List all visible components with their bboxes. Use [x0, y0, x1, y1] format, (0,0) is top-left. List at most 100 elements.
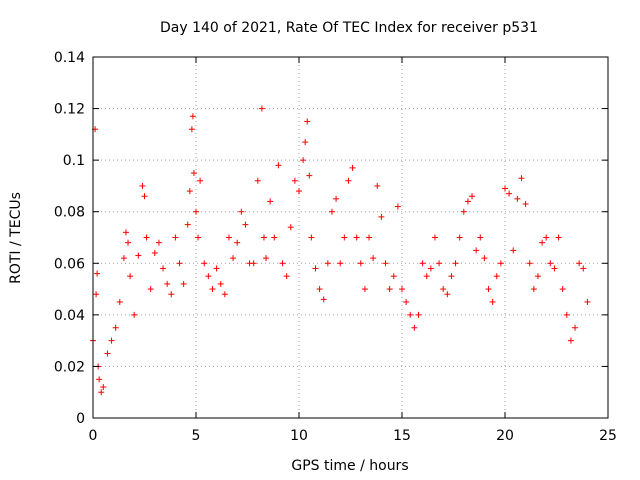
- data-point: [477, 234, 484, 241]
- data-point: [510, 247, 517, 254]
- data-point: [221, 291, 228, 298]
- data-point: [300, 157, 307, 164]
- data-point: [436, 260, 443, 267]
- y-tick-label: 0.02: [54, 359, 85, 375]
- data-point: [394, 203, 401, 210]
- data-point: [312, 265, 319, 272]
- axis-ticks: [92, 56, 609, 419]
- data-point: [485, 286, 492, 293]
- data-point: [291, 177, 298, 184]
- chart-title: Day 140 of 2021, Rate Of TEC Index for r…: [160, 20, 538, 36]
- data-point: [423, 273, 430, 280]
- data-point: [283, 273, 290, 280]
- data-point: [94, 270, 101, 277]
- data-point: [452, 260, 459, 267]
- data-point: [514, 195, 521, 202]
- data-point: [209, 286, 216, 293]
- data-point: [186, 188, 193, 195]
- y-tick-label: 0.06: [54, 256, 85, 272]
- data-point: [98, 389, 105, 396]
- y-tick-label: 0.14: [54, 50, 85, 66]
- data-point: [238, 208, 245, 215]
- data-point: [296, 188, 302, 195]
- data-point: [108, 337, 115, 344]
- data-point: [584, 298, 591, 305]
- y-tick-label: 0.04: [54, 308, 85, 324]
- data-point: [390, 273, 397, 280]
- data-point: [120, 255, 127, 262]
- y-tick-label: 0: [76, 411, 85, 427]
- data-point: [559, 286, 566, 293]
- data-point: [287, 224, 294, 231]
- data-point: [279, 260, 286, 267]
- data-point: [522, 200, 529, 207]
- data-point: [341, 234, 348, 241]
- data-point: [176, 260, 183, 267]
- data-point: [427, 265, 434, 272]
- data-point: [190, 170, 197, 177]
- data-point: [193, 208, 199, 215]
- data-point: [551, 265, 558, 272]
- x-tick-label: 10: [290, 428, 308, 444]
- data-point: [440, 286, 447, 293]
- data-point: [225, 234, 232, 241]
- data-point: [539, 239, 546, 246]
- y-tick-label: 0.12: [54, 102, 85, 118]
- data-point: [205, 273, 212, 280]
- data-point: [399, 286, 405, 293]
- data-point: [530, 286, 537, 293]
- x-tick-label: 15: [393, 428, 411, 444]
- y-tick-labels: 0 0.02 0.04 0.06 0.08 0.1 0.12 0.14: [54, 50, 85, 427]
- data-point: [230, 255, 237, 262]
- data-point: [547, 260, 554, 267]
- data-point: [572, 324, 579, 331]
- data-point: [563, 311, 570, 318]
- y-tick-label: 0.08: [54, 205, 85, 221]
- data-point: [160, 265, 167, 272]
- x-tick-label: 20: [496, 428, 514, 444]
- x-tick-label: 0: [89, 428, 98, 444]
- data-point: [366, 234, 373, 241]
- data-point: [242, 221, 249, 228]
- data-point: [489, 298, 496, 305]
- data-point: [127, 273, 134, 280]
- data-point: [180, 280, 187, 287]
- data-point: [96, 376, 103, 383]
- data-point: [164, 280, 171, 287]
- data-point: [195, 234, 202, 241]
- data-point: [275, 162, 282, 169]
- data-point: [254, 177, 261, 184]
- data-point: [304, 118, 311, 125]
- y-axis-label: ROTI / TECUs: [8, 192, 24, 284]
- x-axis-label: GPS time / hours: [291, 458, 408, 474]
- data-point: [188, 126, 195, 133]
- data-point: [370, 255, 377, 262]
- data-point: [333, 195, 340, 202]
- data-point: [473, 247, 480, 254]
- data-point: [456, 234, 463, 241]
- data-point: [112, 324, 119, 331]
- data-point: [93, 291, 100, 298]
- data-point: [543, 234, 550, 241]
- x-tick-label: 5: [192, 428, 201, 444]
- data-point: [201, 260, 208, 267]
- data-points: [90, 105, 591, 396]
- data-point: [567, 337, 574, 344]
- data-point: [576, 260, 583, 267]
- data-point: [448, 273, 455, 280]
- data-point: [403, 298, 410, 305]
- data-point: [172, 234, 179, 241]
- data-point: [324, 260, 331, 267]
- data-point: [271, 234, 278, 241]
- data-point: [526, 260, 533, 267]
- data-point: [151, 249, 158, 256]
- data-point: [116, 298, 123, 305]
- data-point: [100, 384, 107, 391]
- data-point: [184, 221, 191, 228]
- data-point: [481, 255, 488, 262]
- data-point: [444, 291, 451, 298]
- data-point: [234, 239, 241, 246]
- data-point: [320, 296, 327, 303]
- data-point: [386, 286, 393, 293]
- x-tick-labels: 0 5 10 15 20 25: [89, 428, 617, 444]
